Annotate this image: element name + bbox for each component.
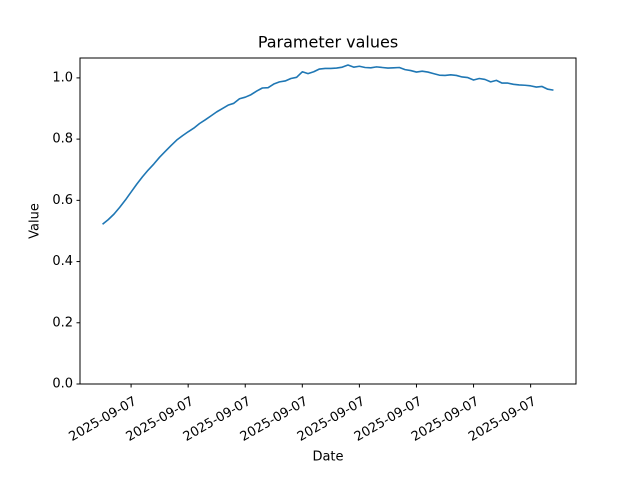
chart-title: Parameter values xyxy=(258,33,398,52)
y-tick-label: 0.8 xyxy=(52,132,73,147)
y-tick-label: 0.0 xyxy=(52,377,73,392)
y-tick-label: 0.4 xyxy=(52,254,73,269)
plot-frame xyxy=(79,57,577,385)
y-tick-label: 1.0 xyxy=(52,70,73,85)
y-tick-label: 0.2 xyxy=(52,315,73,330)
y-tick-label: 0.6 xyxy=(52,193,73,208)
x-axis-label: Date xyxy=(312,450,343,465)
y-axis-label: Value xyxy=(28,203,43,239)
data-line xyxy=(102,64,554,225)
